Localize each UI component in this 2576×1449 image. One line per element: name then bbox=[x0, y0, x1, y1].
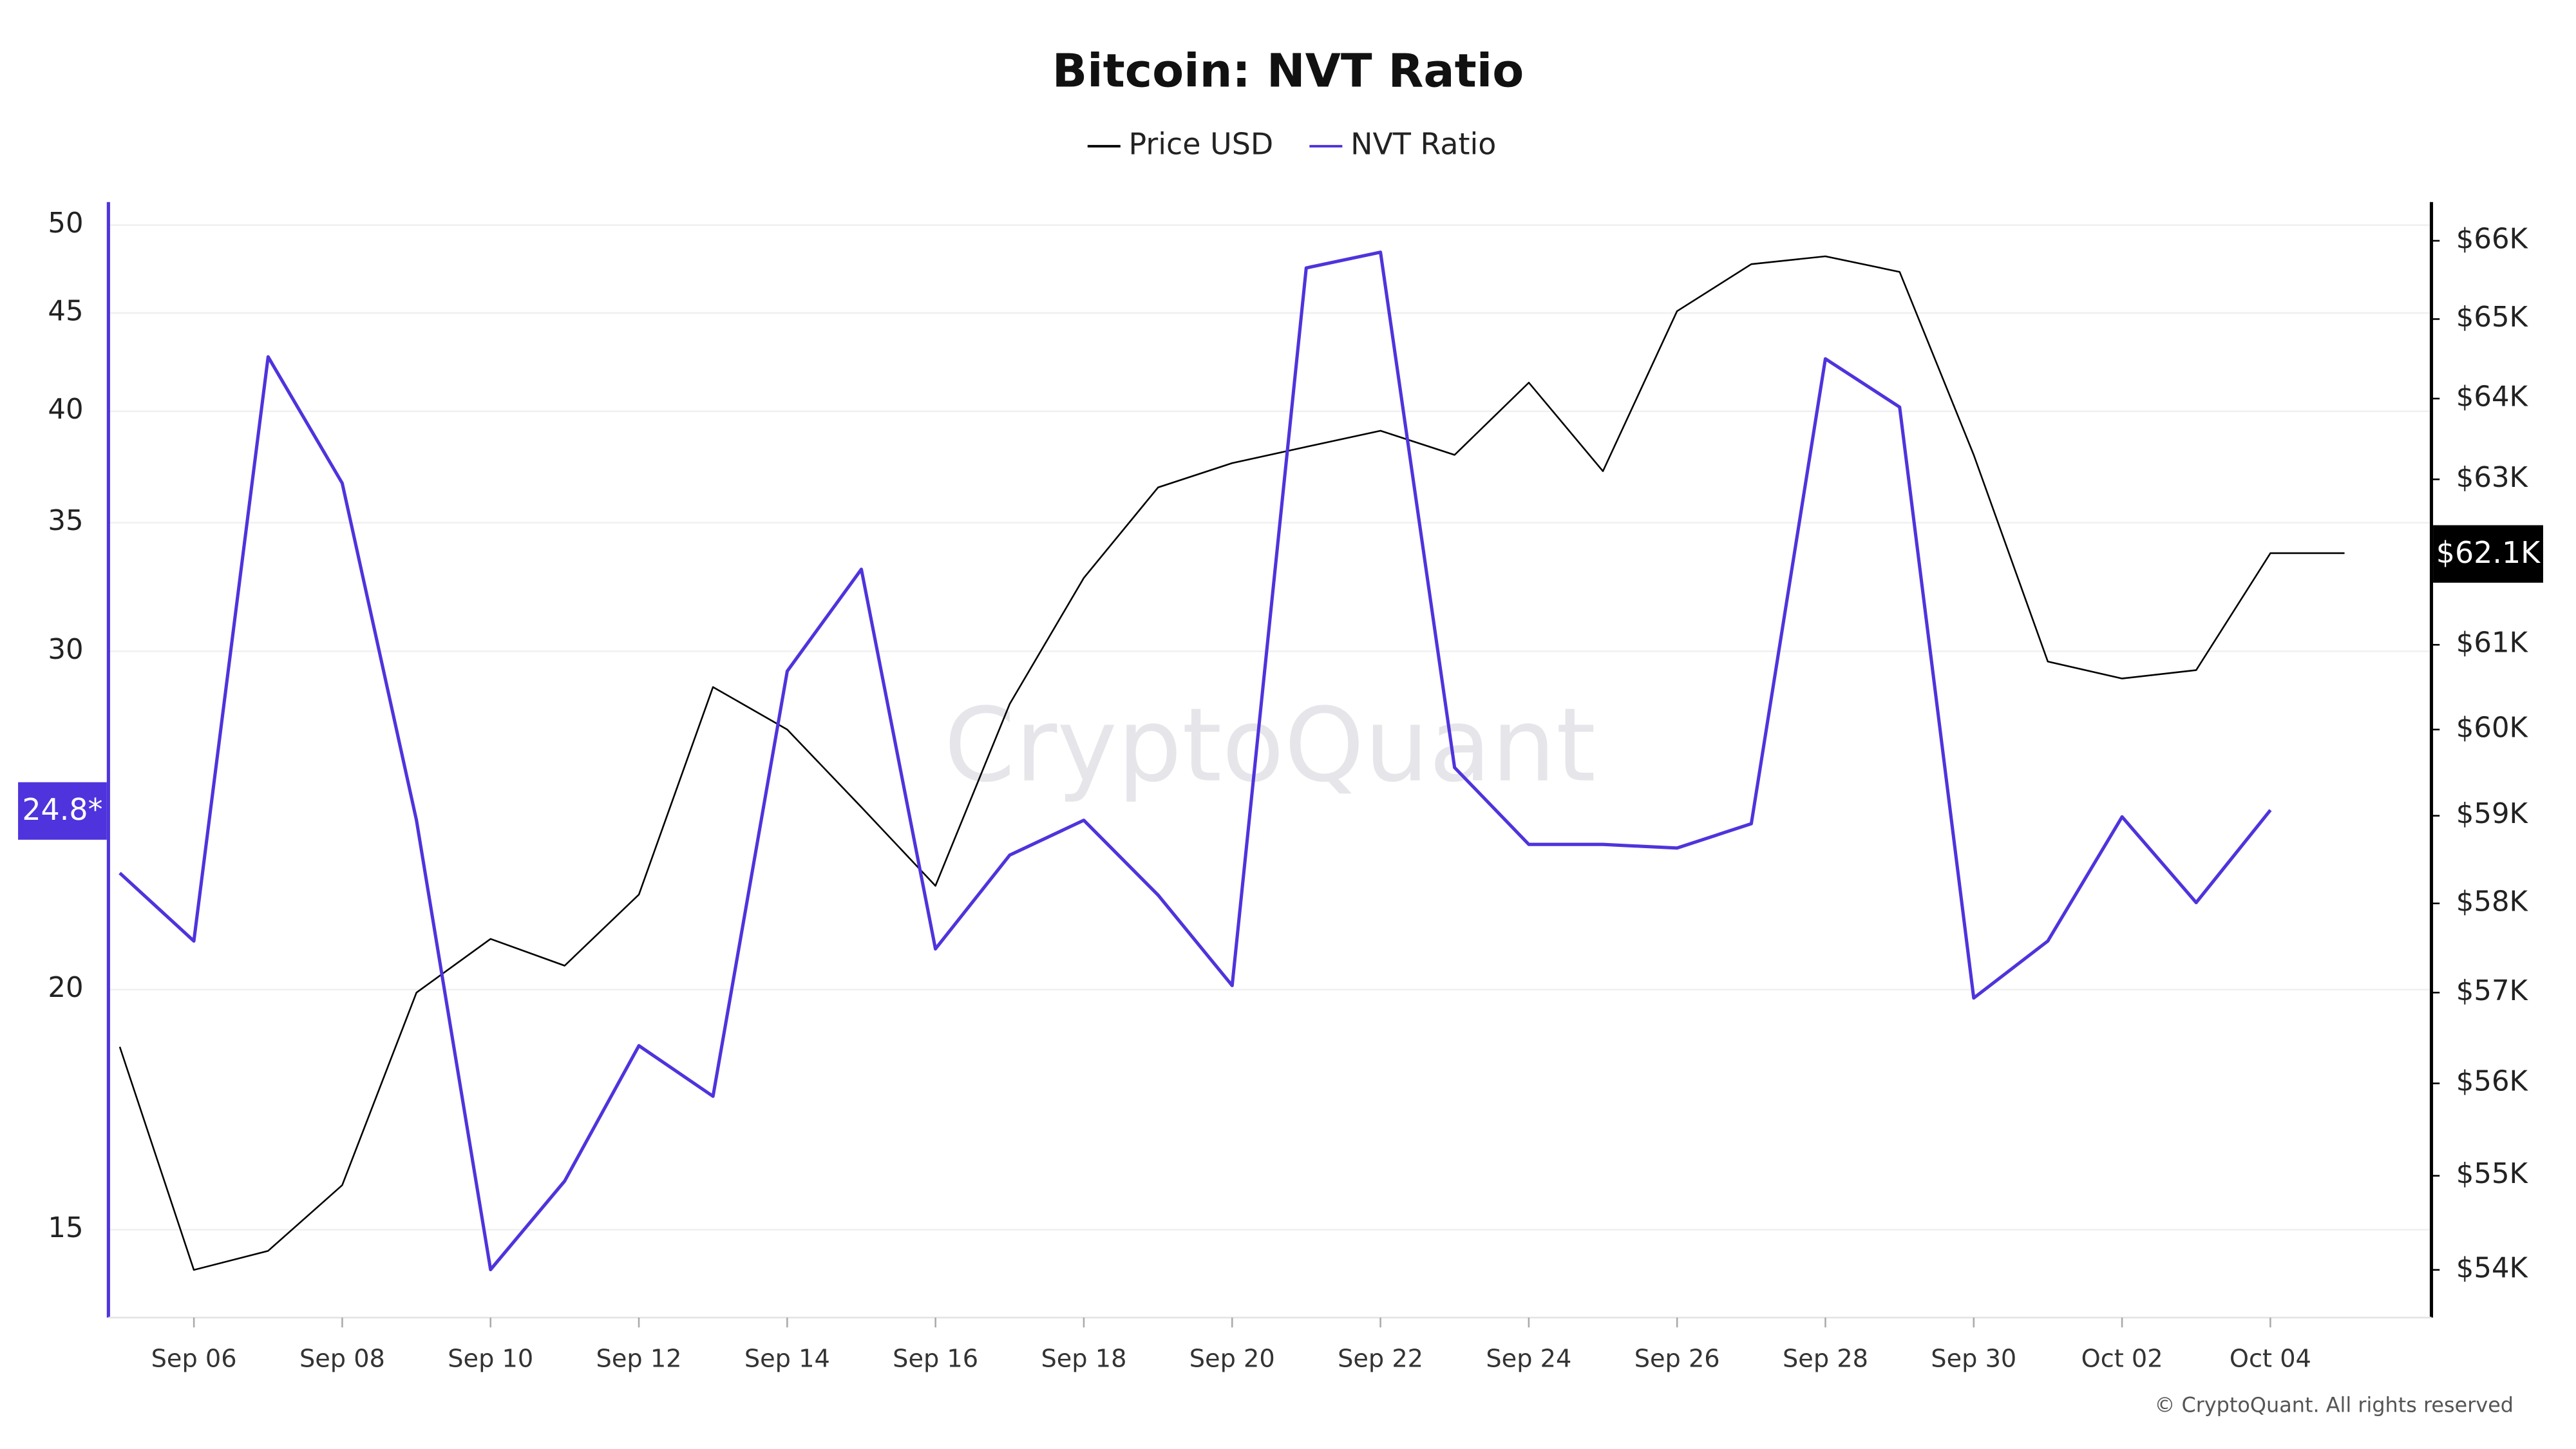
value-label-box bbox=[2433, 525, 2543, 583]
y2-tick-label: $54K bbox=[2456, 1252, 2529, 1284]
x-tick-label: Sep 08 bbox=[299, 1345, 385, 1374]
y2-tick-label: $65K bbox=[2456, 301, 2529, 334]
x-tick-label: Sep 16 bbox=[893, 1345, 978, 1374]
x-tick-label: Oct 04 bbox=[2230, 1345, 2311, 1374]
legend-label: NVT Ratio bbox=[1350, 127, 1496, 162]
y2-tick-label: $59K bbox=[2456, 798, 2529, 830]
x-tick-label: Sep 22 bbox=[1338, 1345, 1423, 1374]
legend-label: Price USD bbox=[1129, 127, 1274, 162]
x-tick-label: Sep 14 bbox=[744, 1345, 830, 1374]
y-tick-label: 15 bbox=[48, 1212, 83, 1244]
y-tick-label: 35 bbox=[48, 505, 83, 537]
x-tick-label: Sep 12 bbox=[596, 1345, 682, 1374]
value-label-box bbox=[18, 782, 107, 840]
x-tick-label: Sep 18 bbox=[1041, 1345, 1126, 1374]
copyright: © CryptoQuant. All rights reserved bbox=[2154, 1393, 2514, 1417]
y2-tick-label: $60K bbox=[2456, 712, 2529, 744]
y-tick-label: 20 bbox=[48, 972, 83, 1004]
value-label: $62.1K bbox=[2436, 535, 2541, 570]
y2-tick-label: $61K bbox=[2456, 627, 2529, 659]
value-label: 24.8* bbox=[22, 792, 102, 827]
y-tick-label: 30 bbox=[48, 634, 83, 666]
y2-tick-label: $57K bbox=[2456, 975, 2529, 1007]
y-tick-label: 40 bbox=[48, 393, 83, 426]
y2-tick-label: $63K bbox=[2456, 462, 2529, 494]
y2-tick-label: $64K bbox=[2456, 381, 2529, 413]
x-tick-label: Sep 30 bbox=[1931, 1345, 2016, 1374]
y2-tick-label: $56K bbox=[2456, 1066, 2529, 1098]
y2-tick-label: $55K bbox=[2456, 1158, 2529, 1190]
y2-tick-label: $66K bbox=[2456, 223, 2529, 255]
x-tick-label: Sep 26 bbox=[1634, 1345, 1720, 1374]
watermark: CryptoQuant bbox=[944, 687, 1596, 805]
y-tick-label: 45 bbox=[48, 296, 83, 328]
series-line bbox=[118, 255, 2345, 1271]
series-line bbox=[118, 251, 2272, 1271]
x-tick-label: Oct 02 bbox=[2081, 1345, 2163, 1374]
y-tick-label: 50 bbox=[48, 207, 83, 240]
x-tick-label: Sep 28 bbox=[1783, 1345, 1868, 1374]
x-tick-label: Sep 10 bbox=[448, 1345, 533, 1374]
x-tick-label: Sep 24 bbox=[1486, 1345, 1571, 1374]
chart-title: Bitcoin: NVT Ratio bbox=[1052, 44, 1524, 97]
y2-tick-label: $58K bbox=[2456, 886, 2529, 918]
x-tick-label: Sep 20 bbox=[1189, 1345, 1275, 1374]
x-tick-label: Sep 06 bbox=[151, 1345, 237, 1374]
